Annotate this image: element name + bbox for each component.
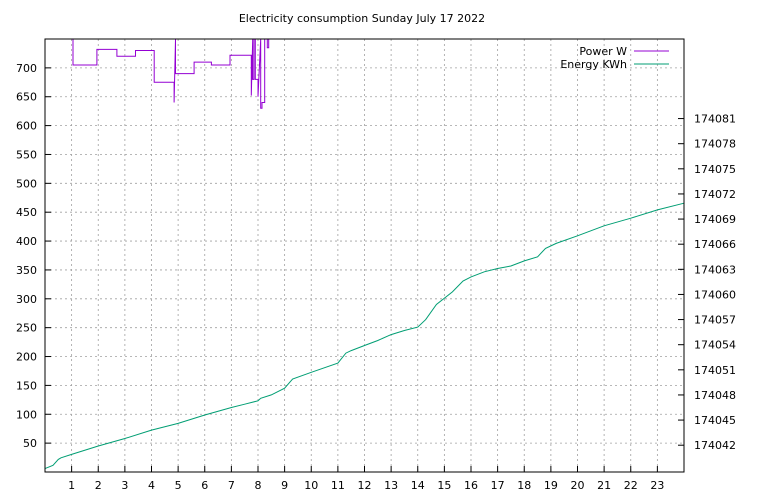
- x-tick-label: 5: [175, 479, 182, 492]
- y2-tick-label: 174042: [694, 439, 736, 452]
- series-line-energy: [44, 202, 685, 470]
- y2-tick-label: 174069: [694, 213, 736, 226]
- y2-tick-label: 174060: [694, 288, 736, 301]
- x-tick-label: 8: [255, 479, 262, 492]
- plot-frame: [44, 38, 685, 473]
- grid-lines: [45, 39, 684, 472]
- y-tick-label: 600: [16, 120, 37, 133]
- y-tick-label: 450: [16, 206, 37, 219]
- y-tick-label: 150: [16, 379, 37, 392]
- y2-tick-label: 174066: [694, 238, 736, 251]
- y2-tick-label: 174045: [694, 414, 736, 427]
- x-tick-label: 19: [544, 479, 558, 492]
- legend: Power W Energy KWh: [560, 45, 669, 71]
- legend-label-energy: Energy KWh: [560, 58, 627, 71]
- y-tick-label: 650: [16, 91, 37, 104]
- y2-tick-label: 174072: [694, 188, 736, 201]
- y-tick-label: 250: [16, 322, 37, 335]
- y-tick-label: 550: [16, 148, 37, 161]
- chart-title: Electricity consumption Sunday July 17 2…: [239, 12, 485, 25]
- x-tick-label: 17: [491, 479, 505, 492]
- y-tick-label: 400: [16, 235, 37, 248]
- y2-tick-label: 174075: [694, 163, 736, 176]
- x-tick-label: 11: [331, 479, 345, 492]
- x-tick-label: 21: [597, 479, 611, 492]
- legend-label-power: Power W: [579, 45, 627, 58]
- y-axis-ticks: 50 100 150 200 250 300 350 400 450 500 550 600 650 70…: [16, 62, 51, 450]
- y2-tick-label: 174051: [694, 364, 736, 377]
- x-tick-label: 12: [358, 479, 372, 492]
- y-tick-label: 300: [16, 293, 37, 306]
- x-axis-ticks: 1 2 3 4 5 6 7 8 9 10 11 12 13 14 15 16 17 18 19 20 21 22 23: [68, 466, 664, 492]
- y2-tick-label: 174081: [694, 113, 736, 126]
- x-tick-label: 10: [304, 479, 318, 492]
- x-tick-label: 4: [148, 479, 155, 492]
- y2-axis-ticks: 174042 174045 174048 174051 174054 174057 1740…: [678, 113, 736, 452]
- x-tick-label: 15: [437, 479, 451, 492]
- y-tick-label: 200: [16, 351, 37, 364]
- x-tick-label: 14: [411, 479, 425, 492]
- x-tick-label: 20: [571, 479, 585, 492]
- y-tick-label: 500: [16, 177, 37, 190]
- x-tick-label: 18: [517, 479, 531, 492]
- y2-tick-label: 174057: [694, 314, 736, 327]
- x-tick-label: 23: [650, 479, 664, 492]
- x-tick-label: 7: [228, 479, 235, 492]
- y2-tick-label: 174063: [694, 263, 736, 276]
- y2-tick-label: 174048: [694, 389, 736, 402]
- x-tick-label: 3: [121, 479, 128, 492]
- x-tick-label: 2: [95, 479, 102, 492]
- x-tick-label: 16: [464, 479, 478, 492]
- x-tick-label: 13: [384, 479, 398, 492]
- x-tick-label: 9: [281, 479, 288, 492]
- series-line-power: [72, 38, 270, 109]
- y-tick-label: 350: [16, 264, 37, 277]
- y2-tick-label: 174054: [694, 339, 736, 352]
- y-tick-label: 100: [16, 408, 37, 421]
- y-tick-label: 50: [23, 437, 37, 450]
- x-tick-label: 1: [68, 479, 75, 492]
- x-tick-label: 22: [624, 479, 638, 492]
- x-tick-label: 6: [201, 479, 208, 492]
- y2-tick-label: 174078: [694, 138, 736, 151]
- y-tick-label: 700: [16, 62, 37, 75]
